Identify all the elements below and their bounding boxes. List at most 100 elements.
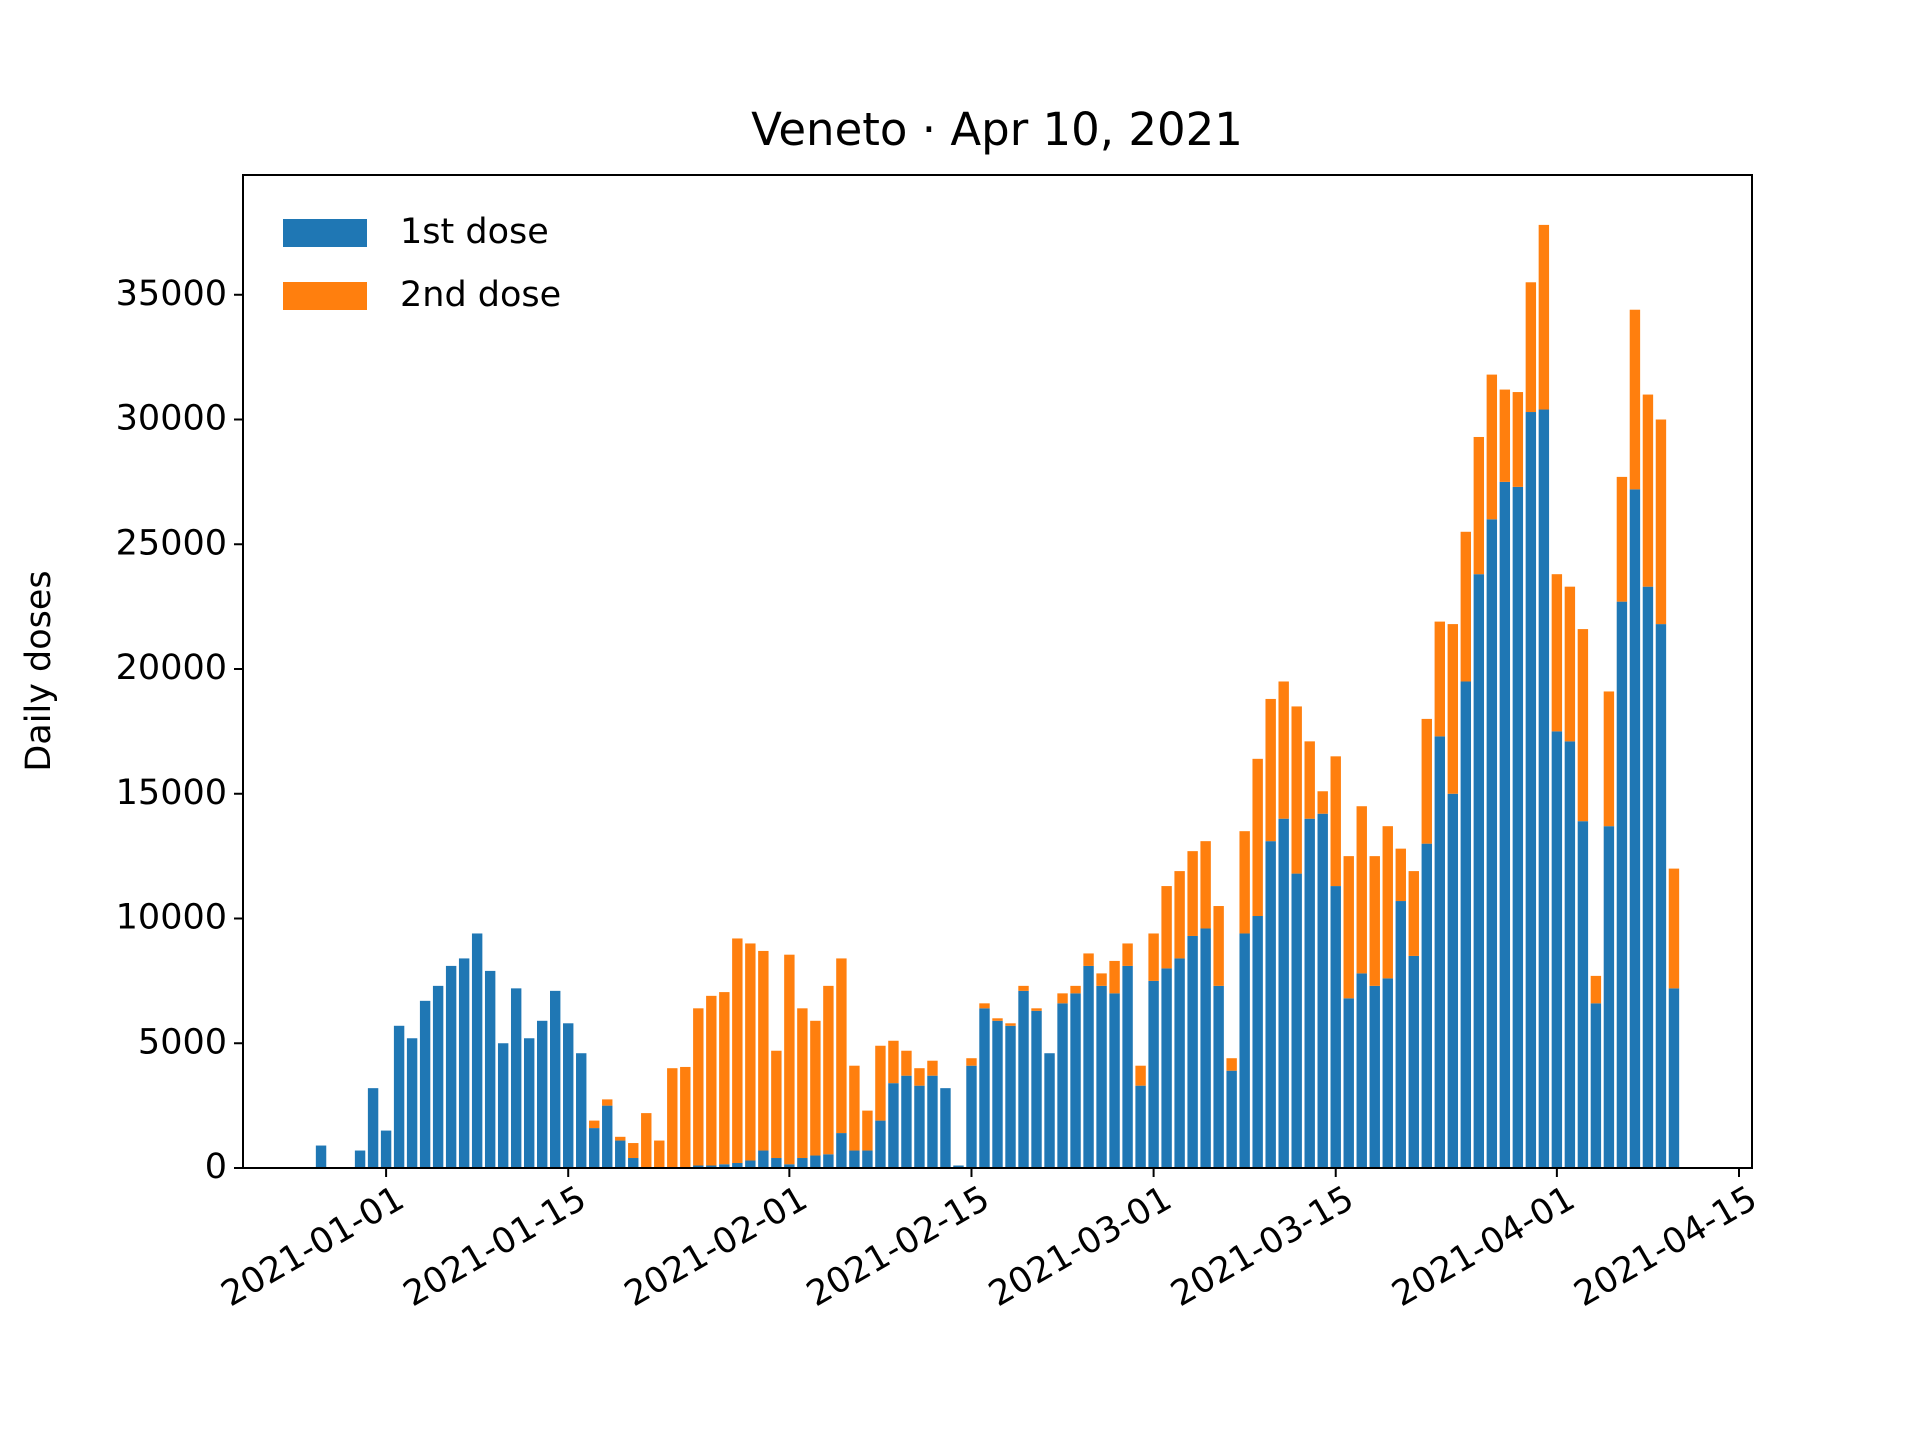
bar — [1668, 988, 1680, 1168]
bar — [1031, 1008, 1042, 1011]
bar — [1473, 574, 1485, 1168]
bar — [693, 1008, 704, 1166]
bar — [914, 1068, 925, 1086]
bar — [602, 1105, 613, 1168]
bar — [901, 1075, 912, 1168]
bar — [771, 1050, 782, 1159]
bar — [745, 943, 756, 1161]
bar — [393, 1025, 405, 1168]
bar — [1096, 985, 1107, 1168]
bar — [745, 1160, 756, 1168]
bar — [784, 1164, 795, 1168]
bar — [1213, 906, 1224, 986]
bar — [810, 1020, 821, 1156]
bar — [1460, 681, 1472, 1168]
y-tick-label: 5000 — [138, 1022, 227, 1062]
bar — [823, 985, 834, 1155]
legend: 1st dose 2nd dose — [283, 212, 561, 315]
bar — [1668, 868, 1680, 989]
bar — [419, 1000, 431, 1168]
bar — [1278, 818, 1289, 1168]
bar — [1005, 1025, 1016, 1168]
bar — [523, 1038, 535, 1168]
bar — [1356, 973, 1367, 1168]
bar — [1343, 856, 1354, 999]
bar — [1447, 624, 1459, 794]
bar — [1031, 1010, 1042, 1168]
bar — [758, 950, 769, 1151]
bar — [758, 1150, 769, 1168]
bar — [406, 1038, 418, 1168]
bar — [1460, 531, 1472, 682]
bar — [810, 1155, 821, 1168]
bar — [1590, 975, 1602, 1004]
y-tick-label: 0 — [205, 1147, 227, 1187]
bar — [458, 958, 470, 1168]
bar — [706, 995, 717, 1166]
bar — [1304, 741, 1315, 819]
bar — [1616, 601, 1628, 1168]
bar — [1070, 985, 1081, 994]
chart-title: Veneto · Apr 10, 2021 — [751, 103, 1243, 156]
bar — [1005, 1023, 1016, 1026]
bar — [1174, 958, 1185, 1168]
bar — [1057, 1003, 1068, 1168]
bar — [1577, 629, 1589, 822]
x-tick-label: 2021-03-15 — [1164, 1179, 1360, 1315]
bar — [862, 1150, 873, 1168]
bar — [1135, 1065, 1146, 1086]
bar — [367, 1088, 379, 1168]
bar — [654, 1140, 665, 1168]
x-tick-label: 2021-01-01 — [215, 1179, 411, 1315]
bar — [1551, 731, 1563, 1168]
x-tick-label: 2021-01-15 — [397, 1179, 593, 1315]
bar — [1122, 943, 1133, 966]
bar — [1629, 489, 1641, 1168]
bar — [1395, 848, 1406, 902]
bar — [1330, 886, 1341, 1168]
bar — [1265, 698, 1276, 842]
bar — [784, 954, 795, 1165]
x-tick-label: 2021-02-15 — [800, 1179, 996, 1315]
bar — [849, 1065, 860, 1151]
bar — [1551, 574, 1563, 732]
bar — [1291, 706, 1302, 874]
bar — [719, 1164, 730, 1168]
bar — [719, 992, 730, 1165]
bar — [1109, 960, 1120, 994]
bar — [550, 990, 561, 1168]
bar — [836, 958, 847, 1134]
bar — [979, 1003, 990, 1009]
bar — [1148, 980, 1159, 1168]
bar — [1174, 871, 1185, 959]
bar — [680, 1066, 691, 1168]
bar — [1616, 476, 1628, 602]
bar — [484, 970, 496, 1168]
bar — [1512, 392, 1524, 487]
bar — [992, 1020, 1003, 1168]
bar — [1161, 968, 1172, 1168]
bar — [1239, 831, 1250, 934]
bar — [563, 1023, 574, 1168]
bar — [1473, 436, 1485, 575]
bar — [1642, 586, 1654, 1168]
bar — [693, 1165, 704, 1168]
bar — [1057, 993, 1068, 1004]
bar — [497, 1043, 509, 1168]
bar — [732, 1163, 743, 1168]
bar — [1291, 873, 1302, 1168]
bar — [862, 1110, 873, 1151]
bar — [1655, 624, 1667, 1168]
bar — [1317, 813, 1328, 1168]
bar — [1096, 973, 1107, 986]
bar — [1655, 419, 1667, 625]
x-tick-label: 2021-02-01 — [618, 1179, 814, 1315]
bar — [1200, 928, 1211, 1168]
bar — [1213, 985, 1224, 1168]
bar — [667, 1068, 678, 1168]
x-tick-label: 2021-03-01 — [982, 1179, 1178, 1315]
bar — [927, 1075, 938, 1168]
bar — [797, 1158, 808, 1168]
bar — [628, 1143, 639, 1159]
bar — [615, 1140, 626, 1168]
